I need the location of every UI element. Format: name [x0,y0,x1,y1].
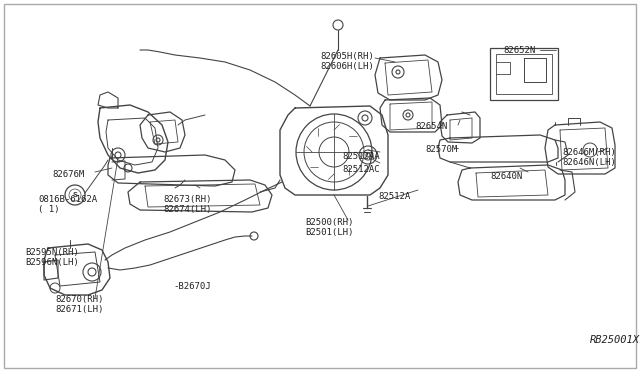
Text: 82570M: 82570M [425,145,457,154]
Text: 82652N: 82652N [503,46,535,55]
Text: 82512AC: 82512AC [342,165,380,174]
Text: S: S [72,192,77,198]
Text: 0816B-6162A
( 1): 0816B-6162A ( 1) [38,195,97,214]
Bar [490,48,558,100]
Text: 82512AA: 82512AA [342,152,380,161]
Text: B2500(RH)
B2501(LH): B2500(RH) B2501(LH) [305,218,353,237]
Text: 82646M(RH)
82646N(LH): 82646M(RH) 82646N(LH) [562,148,616,167]
Text: -B2670J: -B2670J [173,282,211,291]
FancyBboxPatch shape [4,4,636,368]
Text: 82673(RH)
82674(LH): 82673(RH) 82674(LH) [163,195,211,214]
Text: B2595N(RH)
B2596N(LH): B2595N(RH) B2596N(LH) [25,248,79,267]
Text: 82676M: 82676M [52,170,84,179]
Text: 82654N: 82654N [415,122,447,131]
Text: 82512A: 82512A [378,192,410,201]
Text: RB25001X: RB25001X [590,335,640,345]
Text: 82640N: 82640N [490,172,522,181]
Text: 82512AA: 82512AA [362,149,369,150]
Text: 82605H(RH)
82606H(LH): 82605H(RH) 82606H(LH) [320,52,374,71]
Bar [496,54,552,94]
Text: 82670(RH)
82671(LH): 82670(RH) 82671(LH) [55,295,104,314]
